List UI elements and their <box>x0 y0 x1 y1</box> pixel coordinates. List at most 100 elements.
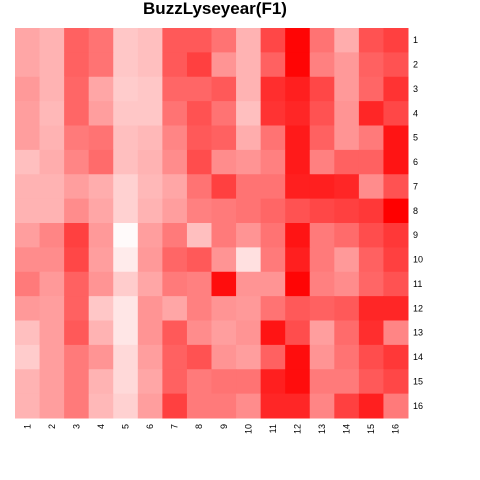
heatmap-cell-r9-c4 <box>88 223 114 248</box>
heatmap-cell-r6-c4 <box>88 149 114 175</box>
heatmap-cell-r15-c10 <box>236 369 262 395</box>
heatmap-cell-r8-c7 <box>162 198 188 224</box>
heatmap-cell-r1-c6 <box>137 28 163 53</box>
heatmap-cell-r12-c11 <box>260 296 286 322</box>
heatmap-cell-r1-c13 <box>309 28 335 53</box>
heatmap-cell-r10-c10 <box>236 247 262 273</box>
x-tick-label: 16 <box>391 424 401 434</box>
heatmap-cell-r15-c13 <box>309 369 335 395</box>
heatmap-cell-r7-c16 <box>383 174 409 200</box>
heatmap-cell-r1-c9 <box>211 28 237 53</box>
heatmap-cell-r10-c2 <box>39 247 65 273</box>
heatmap-cell-r7-c2 <box>39 174 65 200</box>
heatmap-cell-r11-c10 <box>236 271 262 297</box>
heatmap-cell-r3-c12 <box>285 76 311 102</box>
heatmap-cell-r5-c7 <box>162 125 188 151</box>
heatmap-cell-r2-c1 <box>15 52 41 78</box>
heatmap-cell-r8-c15 <box>358 198 384 224</box>
heatmap-cell-r10-c7 <box>162 247 188 273</box>
heatmap-cell-r3-c13 <box>309 76 335 102</box>
heatmap-cell-r8-c3 <box>64 198 90 224</box>
heatmap-cell-r5-c6 <box>137 125 163 151</box>
heatmap-cell-r2-c16 <box>383 52 409 78</box>
heatmap-cell-r6-c14 <box>334 149 360 175</box>
heatmap-cell-r5-c5 <box>113 125 139 151</box>
heatmap-cell-r2-c12 <box>285 52 311 78</box>
heatmap-cell-r10-c13 <box>309 247 335 273</box>
heatmap-cell-r12-c1 <box>15 296 41 322</box>
heatmap-cell-r1-c10 <box>236 28 262 53</box>
heatmap-cell-r6-c10 <box>236 149 262 175</box>
heatmap-cell-r2-c11 <box>260 52 286 78</box>
heatmap-cell-r4-c8 <box>186 101 212 127</box>
heatmap-cell-r14-c7 <box>162 344 188 370</box>
x-tick-label: 13 <box>317 424 327 434</box>
x-tick-label: 5 <box>121 424 131 429</box>
heatmap-cell-r11-c5 <box>113 271 139 297</box>
heatmap-cell-r16-c11 <box>260 393 286 419</box>
heatmap-cell-r1-c11 <box>260 28 286 53</box>
heatmap-cell-r6-c1 <box>15 149 41 175</box>
y-tick-label: 16 <box>413 401 423 411</box>
heatmap-cell-r11-c11 <box>260 271 286 297</box>
heatmap-cell-r12-c8 <box>186 296 212 322</box>
heatmap-cell-r13-c1 <box>15 320 41 346</box>
x-tick-label: 11 <box>268 424 278 433</box>
heatmap-cell-r16-c5 <box>113 393 139 419</box>
x-tick-label: 9 <box>219 424 229 429</box>
heatmap-cell-r5-c4 <box>88 125 114 151</box>
heatmap-cell-r13-c16 <box>383 320 409 346</box>
heatmap-cell-r8-c13 <box>309 198 335 224</box>
y-tick-label: 11 <box>413 279 422 289</box>
x-tick-label: 7 <box>170 424 180 429</box>
heatmap-cell-r6-c8 <box>186 149 212 175</box>
heatmap-cell-r8-c14 <box>334 198 360 224</box>
heatmap-cell-r7-c1 <box>15 174 41 200</box>
heatmap-cell-r14-c11 <box>260 344 286 370</box>
heatmap-cell-r16-c6 <box>137 393 163 419</box>
heatmap-cells <box>15 28 409 419</box>
heatmap-cell-r9-c2 <box>39 223 65 248</box>
x-tick-label: 14 <box>342 424 352 434</box>
heatmap-cell-r11-c3 <box>64 271 90 297</box>
heatmap-cell-r1-c16 <box>383 28 409 53</box>
heatmap-cell-r14-c5 <box>113 344 139 370</box>
heatmap-cell-r16-c4 <box>88 393 114 419</box>
heatmap-cell-r11-c14 <box>334 271 360 297</box>
heatmap-cell-r2-c5 <box>113 52 139 78</box>
heatmap-cell-r15-c1 <box>15 369 41 395</box>
y-tick-label: 3 <box>413 84 418 94</box>
heatmap-cell-r11-c16 <box>383 271 409 297</box>
heatmap-cell-r2-c2 <box>39 52 65 78</box>
heatmap-cell-r16-c1 <box>15 393 41 419</box>
heatmap-cell-r9-c13 <box>309 223 335 248</box>
heatmap-cell-r15-c15 <box>358 369 384 395</box>
x-axis-labels: 1 2 3 4 5 6 7 8 9 10 11 12 13 14 15 16 <box>22 424 400 434</box>
heatmap-cell-r12-c10 <box>236 296 262 322</box>
heatmap-cell-r10-c14 <box>334 247 360 273</box>
heatmap-cell-r1-c2 <box>39 28 65 53</box>
heatmap-cell-r7-c5 <box>113 174 139 200</box>
heatmap-cell-r3-c11 <box>260 76 286 102</box>
heatmap-cell-r12-c5 <box>113 296 139 322</box>
heatmap-cell-r8-c1 <box>15 198 41 224</box>
y-tick-label: 6 <box>413 157 418 167</box>
heatmap-cell-r3-c8 <box>186 76 212 102</box>
heatmap-cell-r1-c8 <box>186 28 212 53</box>
heatmap-cell-r12-c2 <box>39 296 65 322</box>
heatmap-cell-r2-c7 <box>162 52 188 78</box>
heatmap-cell-r10-c1 <box>15 247 41 273</box>
heatmap-cell-r5-c11 <box>260 125 286 151</box>
heatmap-cell-r15-c14 <box>334 369 360 395</box>
heatmap-cell-r9-c16 <box>383 223 409 248</box>
heatmap-cell-r6-c11 <box>260 149 286 175</box>
y-tick-label: 15 <box>413 376 423 386</box>
heatmap-cell-r8-c9 <box>211 198 237 224</box>
heatmap-cell-r2-c15 <box>358 52 384 78</box>
heatmap-cell-r11-c4 <box>88 271 114 297</box>
heatmap-cell-r8-c10 <box>236 198 262 224</box>
heatmap-cell-r11-c2 <box>39 271 65 297</box>
heatmap-cell-r13-c8 <box>186 320 212 346</box>
heatmap-cell-r13-c9 <box>211 320 237 346</box>
